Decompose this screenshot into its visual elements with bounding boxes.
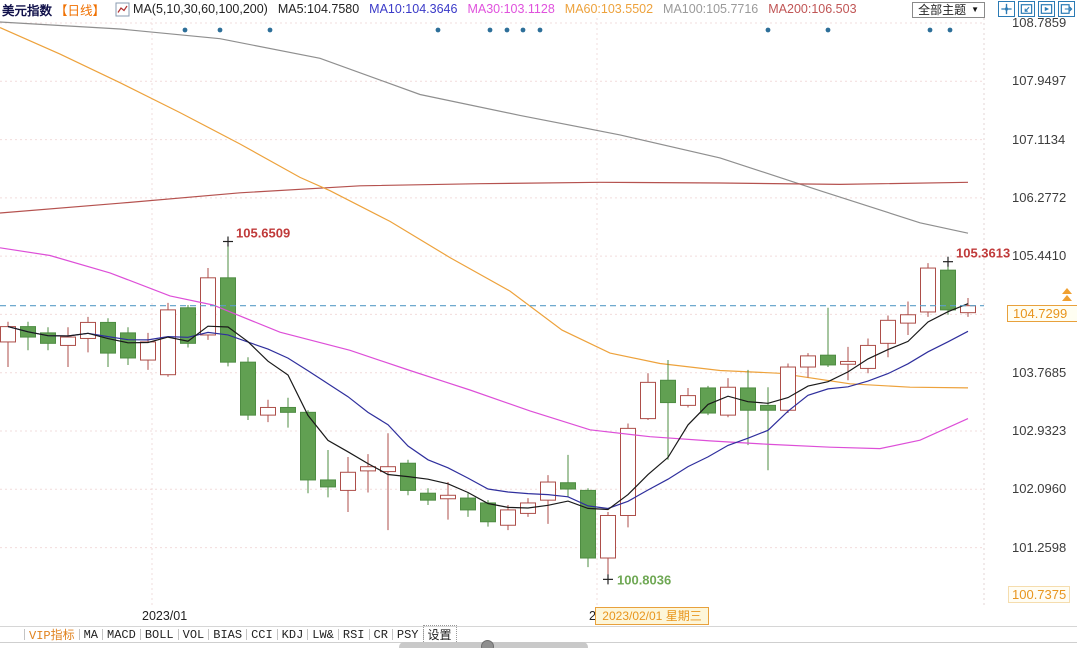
indicator-tab-boll[interactable]: BOLL (144, 627, 174, 642)
tab-separator (78, 629, 80, 640)
theme-selector-label: 全部主题 (918, 3, 967, 17)
ma-legend-item-ma60: MA60:103.5502 (564, 2, 654, 16)
indicator-tab-bias[interactable]: BIAS (213, 627, 243, 642)
indicator-tab-rsi[interactable]: RSI (342, 627, 365, 642)
svg-text:105.6509: 105.6509 (236, 226, 290, 241)
current-price-value: 104.7299 (1013, 306, 1068, 322)
y-axis-tick-label: 108.7859 (1012, 15, 1067, 30)
header-controls: 全部主题 ▼ (912, 1, 1075, 18)
y-axis-tick-label: 101.2598 (1012, 539, 1067, 555)
y-axis-bottom-label: 100.7375 (1008, 586, 1071, 603)
theme-selector-button[interactable]: 全部主题 ▼ (912, 1, 985, 18)
ma-formula: MA(5,10,30,60,100,200) (133, 2, 268, 16)
tab-separator (139, 629, 141, 640)
svg-text:100.8036: 100.8036 (617, 572, 671, 587)
indicator-tab-cci[interactable]: CCI (251, 627, 273, 642)
indicator-tab-vol[interactable]: VOL (182, 627, 205, 642)
tab-separator (337, 629, 339, 640)
chart-type-icon[interactable] (115, 2, 130, 17)
ma-legend-item-ma10: MA10:104.3646 (369, 2, 458, 16)
tab-separator (422, 629, 424, 640)
tab-separator (208, 629, 210, 640)
indicator-tab-lw&[interactable]: LW& (312, 627, 334, 642)
jump-latest-icon[interactable] (1058, 1, 1075, 17)
ma-legend-item-ma200: MA200:106.503 (768, 2, 857, 16)
indicator-tab-macd[interactable]: MACD (107, 627, 136, 642)
indicator-tab-psy[interactable]: PSY (396, 627, 419, 642)
period-selector[interactable]: 【日线】 (55, 3, 106, 18)
header-bar: 美元指数 【日线】 MA(5,10,30,60,100,200) MA5:104… (0, 0, 1077, 18)
tab-separator (246, 629, 248, 640)
ma-legend-item-ma30: MA30:103.1128 (467, 2, 555, 16)
indicator-tab-设置[interactable]: 设置 (422, 625, 457, 644)
indicator-tab-vip[interactable]: VIP指标 (29, 629, 75, 643)
scrollbar-thumb[interactable] (481, 640, 494, 648)
indicator-toolbar: VIP指标 MA MACD BOLL VOL BIAS CCI KDJ LW& RSI CR PSY 设… (0, 625, 1077, 644)
indicator-tab-kdj[interactable]: KDJ (281, 627, 304, 642)
y-axis-tick-label: 107.1134 (1012, 131, 1066, 147)
y-axis-tick-label: 105.4410 (1012, 248, 1067, 264)
price-up-arrows-icon (1062, 288, 1072, 302)
tab-separator (276, 629, 278, 640)
scrollbar-track[interactable] (399, 640, 588, 648)
y-axis-tick-label: 102.0960 (1012, 481, 1067, 497)
tab-separator (368, 629, 370, 640)
caret-down-icon: ▼ (971, 5, 979, 14)
svg-text:105.3613: 105.3613 (956, 246, 1010, 261)
move-crosshair-icon[interactable] (998, 1, 1015, 17)
indicator-tab-ma[interactable]: MA (83, 627, 99, 642)
indicator-tab-cr[interactable]: CR (373, 627, 388, 642)
play-forward-icon[interactable] (1038, 1, 1055, 17)
x-axis-label-partial: 2 (589, 609, 596, 623)
tab-separator (307, 629, 309, 640)
selected-date-box: 2023/02/01 星期三 (595, 607, 709, 625)
y-axis-tick-label: 107.9497 (1012, 73, 1067, 89)
y-axis-tick-label: 106.2772 (1012, 189, 1067, 205)
ma-legend: MA5:104.7580 MA10:104.3646 MA30:103.1128 MA… (268, 2, 857, 16)
y-axis-tick-label: 102.9323 (1012, 422, 1067, 438)
tab-separator (102, 629, 104, 640)
fit-range-icon[interactable] (1018, 1, 1035, 17)
ma-legend-item-ma5: MA5:104.7580 (277, 2, 360, 16)
header-icon-group (995, 1, 1075, 18)
tab-separator (177, 629, 179, 640)
current-price-tag: 104.7299 (1007, 305, 1077, 323)
symbol-name[interactable]: 美元指数 (2, 3, 53, 18)
tab-separator (24, 629, 25, 640)
tab-separator (391, 629, 393, 640)
x-axis-label-month: 2023/01 (142, 609, 188, 623)
y-axis-tick-label: 103.7685 (1012, 364, 1067, 380)
ma-legend-item-ma100: MA100:105.7716 (663, 2, 759, 16)
